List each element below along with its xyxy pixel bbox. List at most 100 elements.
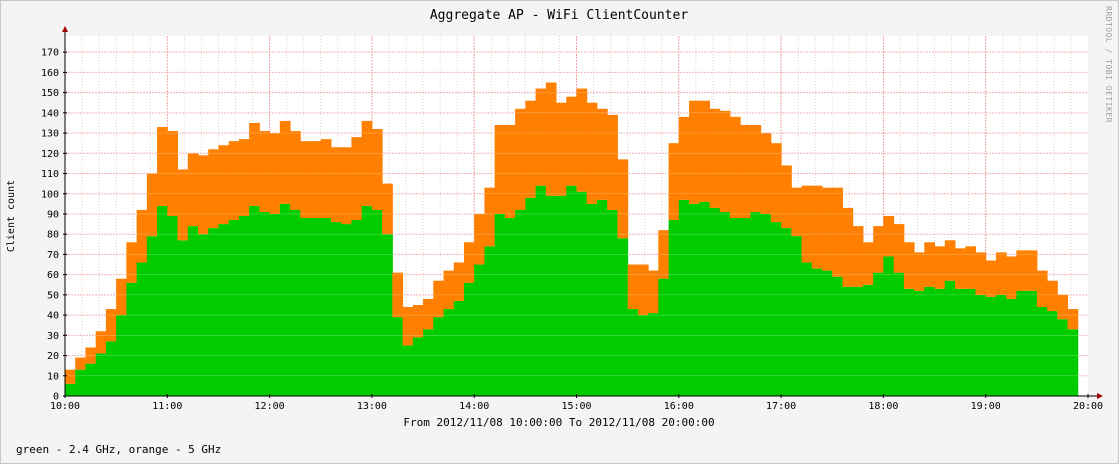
area-bar-2-4ghz (995, 294, 1007, 396)
area-bar-5ghz (955, 248, 966, 289)
y-tick-label: 80 (47, 230, 59, 241)
area-bar-2-4ghz (330, 222, 342, 396)
area-bar-5ghz (729, 116, 741, 219)
area-bar-2-4ghz (965, 288, 976, 396)
area-bar-2-4ghz (985, 296, 997, 396)
area-bar-5ghz (740, 124, 751, 219)
area-bar-5ghz (801, 185, 813, 263)
area-bar-5ghz (832, 187, 843, 277)
area-bar-2-4ghz (515, 209, 526, 396)
area-bar-2-4ghz (146, 236, 158, 396)
area-bar-2-4ghz (822, 270, 833, 396)
area-bar-2-4ghz (596, 199, 608, 396)
area-bar-5ghz (105, 309, 117, 342)
area-bar-5ghz (65, 369, 76, 384)
area-bar-5ghz (576, 88, 588, 192)
area-bar-5ghz (433, 280, 445, 318)
area-bar-5ghz (279, 120, 291, 204)
area-bar-5ghz (412, 304, 424, 338)
area-bar-5ghz (484, 187, 496, 247)
area-bar-5ghz (228, 141, 240, 221)
area-bar-2-4ghz (504, 218, 516, 396)
area-bar-2-4ghz (740, 218, 751, 396)
area-bar-2-4ghz (934, 288, 946, 396)
area-bar-2-4ghz (484, 246, 496, 396)
area-bar-2-4ghz (382, 234, 393, 396)
area-bar-2-4ghz (637, 315, 649, 396)
area-bar-2-4ghz (463, 282, 475, 396)
area-bar-2-4ghz (873, 272, 884, 396)
area-bar-2-4ghz (65, 383, 76, 396)
area-bar-5ghz (249, 122, 260, 206)
area-bar-2-4ghz (320, 218, 332, 396)
area-bar-5ghz (627, 264, 639, 310)
area-bar-2-4ghz (474, 264, 485, 396)
x-tick-label: 13:00 (357, 401, 387, 412)
area-bar-5ghz (873, 226, 884, 273)
area-bar-5ghz (617, 159, 629, 239)
area-bar-2-4ghz (903, 288, 915, 396)
y-tick-label: 120 (41, 149, 59, 160)
area-bar-5ghz (944, 240, 956, 281)
area-bar-5ghz (760, 133, 772, 214)
area-bar-5ghz (791, 187, 803, 237)
area-bar-2-4ghz (177, 240, 189, 396)
area-bar-2-4ghz (1067, 329, 1079, 396)
area-bar-5ghz (822, 187, 833, 271)
area-bar-5ghz (862, 242, 874, 285)
area-bar-2-4ghz (535, 185, 547, 396)
area-bar-2-4ghz (105, 341, 117, 396)
area-bar-2-4ghz (924, 286, 936, 396)
area-bar-5ghz (494, 124, 506, 214)
area-bar-5ghz (300, 141, 312, 219)
y-tick-label: 10 (47, 371, 59, 382)
x-tick-label: 12:00 (255, 401, 285, 412)
area-bar-2-4ghz (116, 315, 127, 396)
area-bar-2-4ghz (689, 203, 700, 396)
area-bar-5ghz (351, 137, 363, 221)
area-bar-2-4ghz (269, 213, 281, 396)
area-bar-2-4ghz (607, 209, 618, 396)
x-tick-label: 19:00 (971, 401, 1001, 412)
area-bar-2-4ghz (341, 224, 352, 396)
y-tick-label: 150 (41, 88, 59, 99)
area-bar-2-4ghz (218, 224, 230, 396)
area-bar-5ghz (259, 131, 271, 212)
rrdtool-watermark: RRDTOOL / TOBI OETIKER (1104, 6, 1113, 123)
x-tick-label: 18:00 (868, 401, 898, 412)
y-tick-label: 130 (41, 129, 59, 140)
area-bar-2-4ghz (811, 268, 823, 396)
area-bar-5ghz (474, 213, 485, 265)
area-bar-2-4ghz (791, 236, 803, 396)
area-bar-2-4ghz (944, 280, 956, 396)
area-bar-2-4ghz (187, 226, 199, 396)
area-bar-5ghz (975, 252, 987, 295)
area-bar-2-4ghz (770, 222, 782, 396)
area-bar-2-4ghz (157, 205, 168, 396)
x-tick-label: 16:00 (664, 401, 694, 412)
area-bar-5ghz (116, 278, 127, 316)
area-bar-5ghz (965, 246, 976, 289)
x-axis-label: From 2012/11/08 10:00:00 To 2012/11/08 2… (403, 416, 714, 429)
area-bar-5ghz (566, 96, 577, 186)
area-bar-5ghz (903, 242, 915, 289)
area-bar-2-4ghz (249, 205, 260, 396)
area-bar-5ghz (1026, 250, 1038, 291)
chart-title: Aggregate AP - WiFi ClientCounter (430, 8, 688, 23)
y-tick-label: 70 (47, 250, 59, 261)
area-bar-2-4ghz (576, 191, 588, 396)
area-bar-5ghz (218, 145, 230, 225)
area-bar-2-4ghz (525, 197, 537, 396)
area-bar-5ghz (75, 357, 86, 370)
area-bar-5ghz (504, 124, 516, 219)
area-bar-2-4ghz (1006, 298, 1017, 396)
area-bar-5ghz (1036, 270, 1048, 308)
y-tick-label: 140 (41, 108, 59, 119)
data-areas (65, 82, 1079, 396)
area-bar-5ghz (678, 116, 690, 200)
area-bar-5ghz (596, 108, 608, 200)
area-bar-2-4ghz (678, 199, 690, 396)
area-bar-2-4ghz (627, 309, 639, 396)
area-bar-5ghz (136, 209, 148, 263)
y-tick-labels: 0 10 20 30 40 50 60 70 80 90 100 110 120 130 140 150 160… (41, 48, 59, 403)
